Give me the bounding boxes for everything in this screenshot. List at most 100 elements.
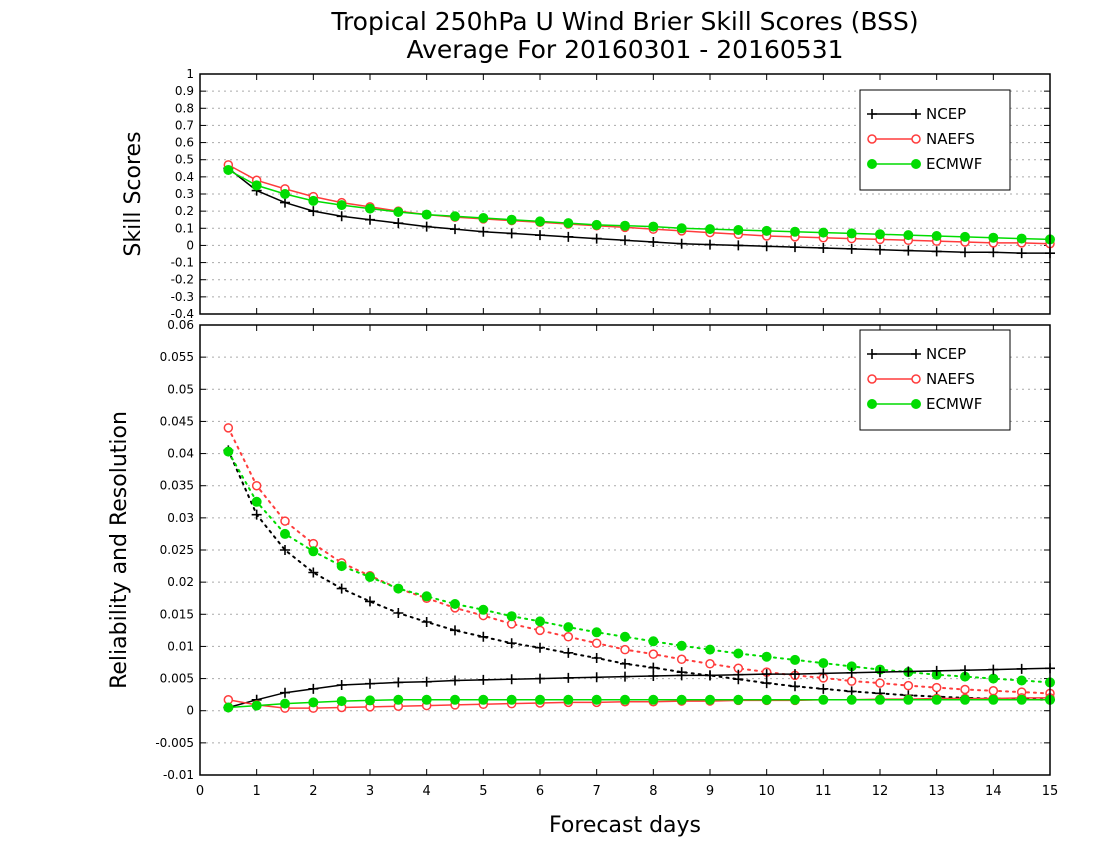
point-ncep bbox=[761, 241, 772, 252]
point-naefs-resolution bbox=[591, 638, 602, 648]
point-ncep-reliability bbox=[790, 669, 800, 680]
top-y-tick-label: 0.1 bbox=[175, 221, 194, 235]
point-ecmwf-resolution bbox=[1016, 675, 1027, 686]
x-tick-label: 12 bbox=[872, 784, 889, 799]
point-naefs-resolution bbox=[676, 654, 687, 665]
point-ecmwf-resolution bbox=[591, 627, 602, 638]
point-ncep-reliability bbox=[620, 671, 630, 682]
point-naefs-resolution bbox=[280, 516, 290, 526]
point-ecmwf-reliability bbox=[648, 694, 659, 705]
point-ncep bbox=[790, 242, 800, 253]
point-ncep-resolution bbox=[648, 662, 659, 673]
top-y-tick-label: -0.4 bbox=[171, 307, 194, 321]
point-ecmwf-resolution bbox=[478, 604, 489, 615]
point-ecmwf-resolution bbox=[336, 561, 347, 572]
point-ncep bbox=[421, 221, 432, 232]
top-y-axis-title: Skill Scores bbox=[121, 131, 146, 256]
skill-scores-panel: 1 0.9 0.8 0.7 0.6 0.5 0.4 0.3 0.2 0.1 0 -0.1 -0.2 -0.… bbox=[121, 67, 1055, 321]
point-ncep bbox=[846, 243, 857, 254]
point-ncep-reliability bbox=[676, 670, 687, 681]
point-ecmwf bbox=[506, 214, 517, 225]
x-tick-label: 6 bbox=[536, 784, 544, 799]
top-y-tick-label: -0.3 bbox=[171, 290, 194, 304]
point-ncep-resolution bbox=[308, 567, 319, 578]
point-naefs-resolution bbox=[903, 680, 914, 691]
top-y-tick-label: 1 bbox=[186, 67, 194, 81]
point-ecmwf-reliability bbox=[223, 702, 234, 713]
bot-y-tick-label: 0.06 bbox=[167, 318, 194, 332]
point-ncep bbox=[478, 226, 489, 237]
point-ecmwf-resolution bbox=[761, 651, 772, 662]
legend-marker-ecmwf bbox=[867, 399, 877, 409]
legend-marker-ncep bbox=[911, 109, 921, 119]
point-ncep-reliability bbox=[591, 672, 602, 683]
point-ecmwf bbox=[336, 200, 347, 211]
legend-label-naefs: NAEFS bbox=[926, 130, 975, 148]
point-ncep-reliability bbox=[563, 672, 574, 683]
x-tick-label: 14 bbox=[985, 784, 1002, 799]
bot-y-tick-label: 0.005 bbox=[160, 672, 194, 686]
point-ecmwf bbox=[251, 180, 262, 191]
x-tick-label: 9 bbox=[706, 784, 714, 799]
legend-label-naefs: NAEFS bbox=[926, 370, 975, 388]
point-naefs-resolution bbox=[960, 684, 970, 695]
x-tick-label: 13 bbox=[928, 784, 945, 799]
bot-y-tick-label: 0.03 bbox=[167, 511, 194, 525]
point-ncep-resolution bbox=[818, 683, 829, 694]
point-ecmwf-reliability bbox=[818, 694, 829, 705]
bot-y-tick-label: 0.055 bbox=[160, 350, 194, 364]
point-ecmwf-resolution bbox=[365, 572, 375, 582]
point-ecmwf bbox=[818, 227, 829, 238]
top-y-tick-label: 0 bbox=[186, 238, 194, 252]
point-naefs-resolution bbox=[931, 682, 942, 693]
legend-marker-naefs bbox=[867, 374, 877, 384]
point-ecmwf-reliability bbox=[988, 694, 999, 705]
point-ncep-reliability bbox=[365, 678, 375, 689]
x-axis-title: Forecast days bbox=[549, 813, 701, 838]
point-naefs-resolution bbox=[846, 676, 857, 686]
point-ecmwf-reliability bbox=[960, 694, 970, 705]
point-ecmwf-reliability bbox=[620, 694, 630, 705]
point-ncep-reliability bbox=[705, 670, 715, 681]
point-ncep-reliability bbox=[931, 665, 942, 676]
point-ecmwf-resolution bbox=[535, 616, 545, 627]
point-ecmwf-reliability bbox=[591, 694, 602, 705]
point-ncep-reliability bbox=[733, 669, 744, 680]
point-naefs-resolution bbox=[251, 480, 262, 491]
top-legend: NCEP NAEFS ECMWF bbox=[859, 89, 1011, 191]
point-ncep bbox=[648, 237, 659, 247]
legend-label-ecmwf: ECMWF bbox=[926, 395, 982, 413]
point-ncep-resolution bbox=[421, 617, 432, 627]
point-ecmwf-resolution bbox=[280, 528, 290, 539]
point-ncep-reliability bbox=[506, 674, 517, 685]
legend-marker-ecmwf bbox=[911, 159, 921, 169]
x-tick-label: 7 bbox=[593, 784, 601, 799]
point-ncep-reliability bbox=[280, 687, 290, 698]
point-ecmwf-reliability bbox=[903, 694, 914, 705]
point-ncep bbox=[705, 239, 715, 250]
point-ecmwf bbox=[563, 218, 574, 229]
point-ecmwf bbox=[478, 213, 489, 223]
point-ecmwf-reliability bbox=[308, 697, 319, 708]
point-ecmwf-reliability bbox=[251, 700, 262, 711]
point-ncep-reliability bbox=[535, 673, 545, 684]
point-ecmwf-reliability bbox=[790, 694, 800, 705]
legend-marker-naefs bbox=[911, 134, 921, 144]
point-ncep-resolution bbox=[620, 658, 630, 669]
legend-label-ncep: NCEP bbox=[926, 345, 966, 363]
point-ncep-resolution bbox=[450, 625, 460, 636]
point-ecmwf-resolution bbox=[563, 622, 574, 633]
bot-y-tick-label: 0.04 bbox=[167, 447, 194, 461]
point-ncep-reliability bbox=[1016, 663, 1027, 674]
legend-marker-ecmwf bbox=[867, 159, 877, 169]
bot-y-tick-label: 0.035 bbox=[160, 479, 194, 493]
point-ecmwf-resolution bbox=[506, 611, 517, 622]
point-ecmwf bbox=[223, 165, 234, 175]
point-ecmwf-resolution bbox=[223, 446, 234, 457]
point-ecmwf-resolution bbox=[733, 648, 744, 659]
point-ecmwf-reliability bbox=[506, 694, 517, 705]
point-ecmwf bbox=[733, 225, 744, 235]
point-ecmwf-resolution bbox=[988, 673, 999, 684]
bot-y-tick-label: 0 bbox=[186, 704, 194, 718]
